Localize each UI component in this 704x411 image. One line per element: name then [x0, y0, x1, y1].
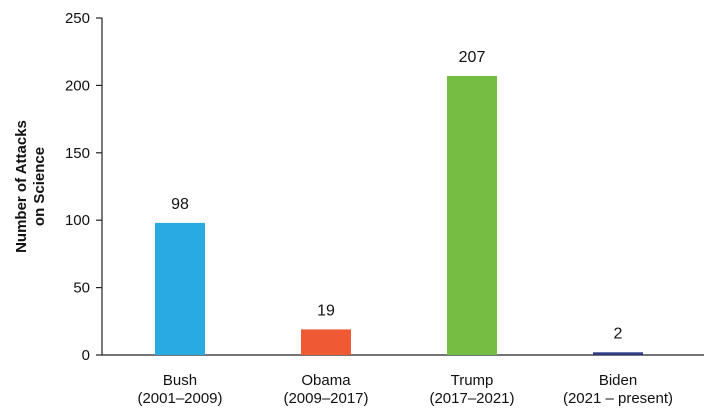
- y-tick-label: 0: [82, 347, 90, 364]
- x-label-obama-name: Obama: [301, 372, 351, 389]
- data-label-trump: 207: [459, 49, 486, 66]
- y-tick-label: 150: [65, 145, 90, 162]
- bar-biden: [593, 352, 643, 355]
- x-label-biden-name: Biden: [599, 372, 637, 389]
- y-axis-title-line: on Science: [31, 147, 48, 226]
- x-label-bush-range: (2001–2009): [137, 390, 222, 407]
- x-label-obama-range: (2009–2017): [283, 390, 368, 407]
- y-tick-label: 50: [73, 280, 90, 297]
- x-axis-labels: Bush(2001–2009) Obama(2009–2017) Trump(201…: [137, 372, 673, 407]
- bars: [155, 75, 643, 356]
- bar-obama: [301, 329, 351, 355]
- x-label-trump-range: (2017–2021): [429, 390, 514, 407]
- bar-trump: [447, 75, 497, 356]
- data-label-obama: 19: [317, 302, 335, 319]
- data-label-bush: 98: [171, 196, 189, 213]
- x-label-biden-range: (2021 – present): [563, 390, 673, 407]
- data-labels: 98 19 207 2: [171, 49, 622, 342]
- y-axis-title-line: Number of Attacks: [13, 120, 30, 253]
- y-axis-ticks: 0 50 100 150 200 250: [65, 10, 102, 364]
- data-label-biden: 2: [614, 325, 623, 342]
- x-label-trump-name: Trump: [451, 372, 494, 389]
- y-tick-label: 250: [65, 10, 90, 27]
- bar-bush: [155, 222, 205, 355]
- y-tick-label: 200: [65, 77, 90, 94]
- y-axis-title: Number of Attacks on Science: [13, 120, 48, 253]
- x-label-bush-name: Bush: [163, 372, 197, 389]
- y-tick-label: 100: [65, 212, 90, 229]
